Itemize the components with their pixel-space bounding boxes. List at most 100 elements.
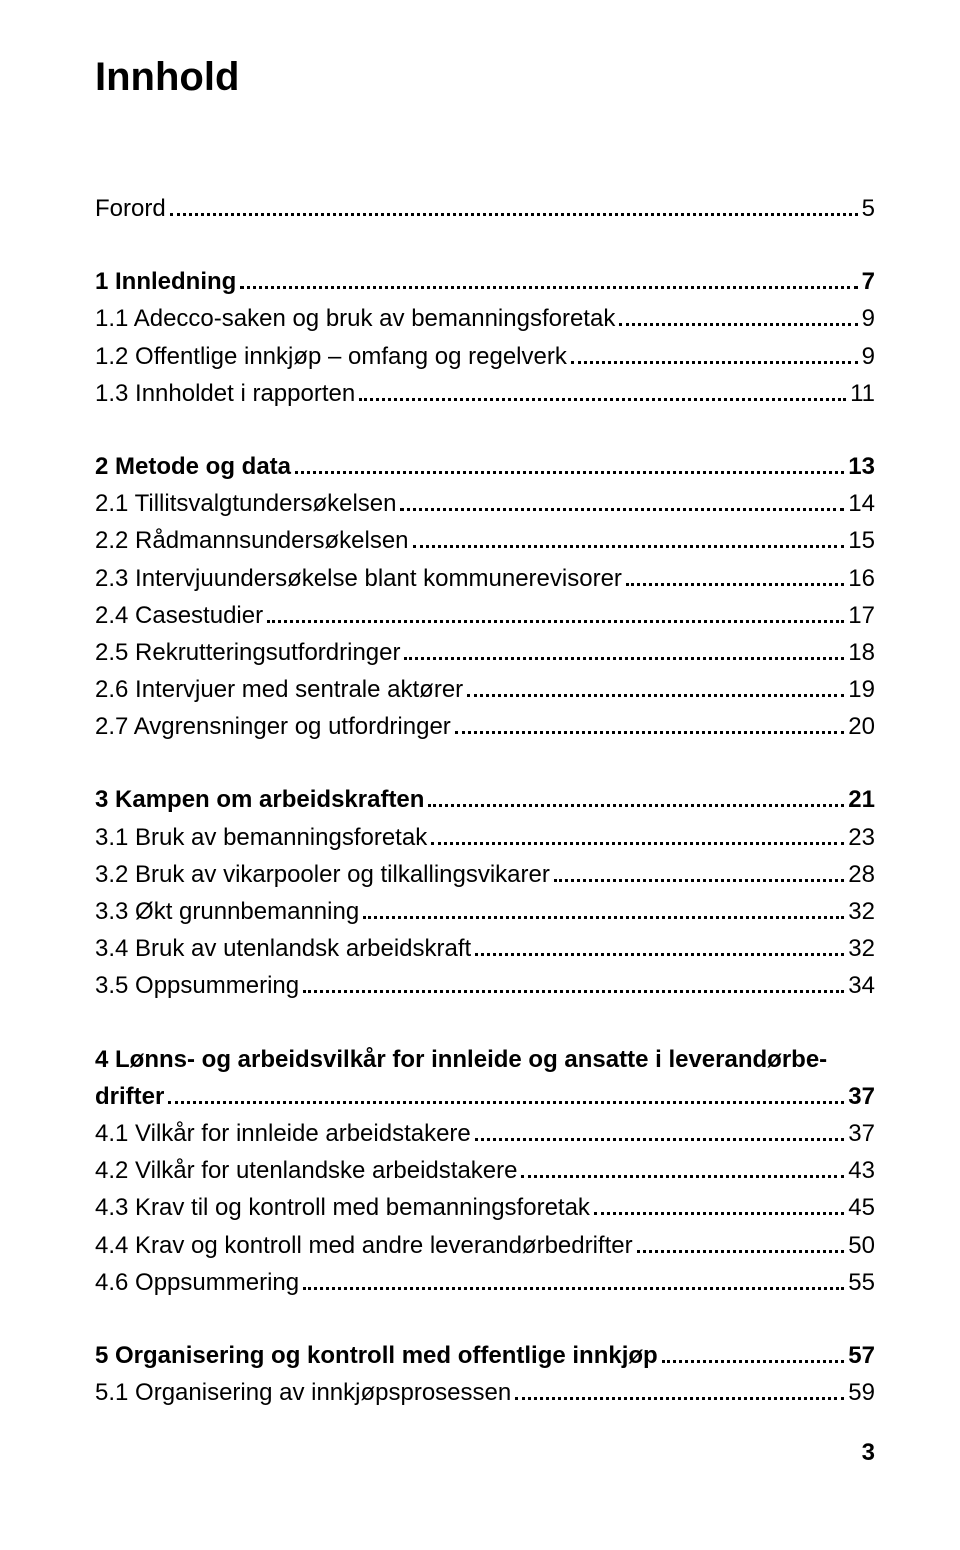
toc-entry-page: 32 — [848, 893, 875, 930]
leader-dots — [359, 398, 846, 401]
section-gap — [95, 1005, 875, 1041]
leader-dots — [363, 916, 844, 919]
toc-entry-label: 1.3 Innholdet i rapporten — [95, 375, 355, 412]
toc-entry-label: 2.6 Intervjuer med sentrale aktører — [95, 671, 463, 708]
toc-entry-page: 55 — [848, 1264, 875, 1301]
toc-entry-label: 3.2 Bruk av vikarpooler og tilkallingsvi… — [95, 856, 550, 893]
toc-entry-label: 1.2 Offentlige innkjøp – omfang og regel… — [95, 338, 567, 375]
leader-dots — [475, 1138, 845, 1141]
toc-entry-label: 4.1 Vilkår for innleide arbeidstakere — [95, 1115, 471, 1152]
toc-entry-line2: drifter37 — [95, 1078, 875, 1115]
toc-entry-label: 4.6 Oppsummering — [95, 1264, 299, 1301]
toc-entry-label: 2.7 Avgrensninger og utfordringer — [95, 708, 451, 745]
toc-entry-page: 57 — [848, 1337, 875, 1374]
leader-dots — [554, 879, 844, 882]
toc-entry-label: 4.4 Krav og kontroll med andre leverandø… — [95, 1227, 633, 1264]
toc-entry: 4.4 Krav og kontroll med andre leverandø… — [95, 1227, 875, 1264]
toc-entry-label: 2.3 Intervjuundersøkelse blant kommunere… — [95, 560, 622, 597]
toc-entry-page: 43 — [848, 1152, 875, 1189]
toc-entry-label: 5.1 Organisering av innkjøpsprosessen — [95, 1374, 511, 1411]
toc-entry-page: 21 — [848, 781, 875, 818]
toc-entry: 1.3 Innholdet i rapporten 11 — [95, 375, 875, 412]
toc-entry-page: 9 — [862, 300, 875, 337]
toc-entry-page: 59 — [848, 1374, 875, 1411]
toc-entry-label: 2.2 Rådmannsundersøkelsen — [95, 522, 409, 559]
toc-entry: 2.7 Avgrensninger og utfordringer 20 — [95, 708, 875, 745]
leader-dots — [619, 323, 857, 326]
toc-entry: 2.6 Intervjuer med sentrale aktører 19 — [95, 671, 875, 708]
leader-dots — [637, 1250, 845, 1253]
toc-entry-label: 4.2 Vilkår for utenlandske arbeidstakere — [95, 1152, 517, 1189]
toc-entry-label-line2: drifter — [95, 1078, 164, 1115]
toc-entry-page: 19 — [848, 671, 875, 708]
toc-entry-label: 2.1 Tillitsvalgtundersøkelsen — [95, 485, 396, 522]
leader-dots — [400, 508, 844, 511]
toc-entry: 2 Metode og data 13 — [95, 448, 875, 485]
toc-entry-page: 13 — [848, 448, 875, 485]
section-gap — [95, 227, 875, 263]
toc-entry-page: 14 — [848, 485, 875, 522]
page: Innhold Forord5 1 Innledning71.1 Adecco-s… — [0, 0, 960, 1497]
toc-entry-page: 50 — [848, 1227, 875, 1264]
toc-entry: Forord5 — [95, 190, 875, 227]
toc-entry-page: 15 — [848, 522, 875, 559]
toc-entry: 2.2 Rådmannsundersøkelsen 15 — [95, 522, 875, 559]
toc-entry: 4 Lønns- og arbeidsvilkår for innleide o… — [95, 1041, 875, 1115]
leader-dots — [404, 657, 844, 660]
toc-entry-label: 3.5 Oppsummering — [95, 967, 299, 1004]
toc-entry-page: 37 — [848, 1115, 875, 1152]
leader-dots — [594, 1212, 844, 1215]
toc-entry-page: 28 — [848, 856, 875, 893]
toc-entry-label: 2.5 Rekrutteringsutfordringer — [95, 634, 400, 671]
leader-dots — [515, 1397, 844, 1400]
toc-entry-page: 23 — [848, 819, 875, 856]
toc-entry: 4.6 Oppsummering 55 — [95, 1264, 875, 1301]
leader-dots — [662, 1360, 845, 1363]
leader-dots — [475, 953, 844, 956]
toc-entry: 2.3 Intervjuundersøkelse blant kommunere… — [95, 560, 875, 597]
toc-entry-page: 32 — [848, 930, 875, 967]
toc-entry: 2.4 Casestudier 17 — [95, 597, 875, 634]
leader-dots — [170, 213, 858, 216]
leader-dots — [295, 471, 844, 474]
toc-entry-label-line1: 4 Lønns- og arbeidsvilkår for innleide o… — [95, 1041, 875, 1078]
toc-entry: 2.5 Rekrutteringsutfordringer18 — [95, 634, 875, 671]
page-number: 3 — [95, 1439, 875, 1467]
table-of-contents: Forord5 1 Innledning71.1 Adecco-saken og … — [95, 190, 875, 1411]
leader-dots — [431, 842, 844, 845]
toc-entry-page: 11 — [850, 375, 875, 412]
toc-entry: 5 Organisering og kontroll med offentlig… — [95, 1337, 875, 1374]
toc-entry: 3.5 Oppsummering 34 — [95, 967, 875, 1004]
toc-entry: 1.1 Adecco-saken og bruk av bemanningsfo… — [95, 300, 875, 337]
page-title: Innhold — [95, 55, 875, 100]
toc-entry-page: 45 — [848, 1189, 875, 1226]
leader-dots — [455, 731, 845, 734]
toc-entry-label: 3.4 Bruk av utenlandsk arbeidskraft — [95, 930, 471, 967]
toc-entry: 3.1 Bruk av bemanningsforetak 23 — [95, 819, 875, 856]
toc-entry: 4.1 Vilkår for innleide arbeidstakere 37 — [95, 1115, 875, 1152]
leader-dots — [303, 1287, 844, 1290]
toc-entry-label: 3.3 Økt grunnbemanning — [95, 893, 359, 930]
toc-entry-label: 4.3 Krav til og kontroll med bemanningsf… — [95, 1189, 590, 1226]
toc-entry-label: 3 Kampen om arbeidskraften — [95, 781, 424, 818]
toc-entry-page: 20 — [848, 708, 875, 745]
toc-entry: 3.3 Økt grunnbemanning 32 — [95, 893, 875, 930]
toc-entry: 1.2 Offentlige innkjøp – omfang og regel… — [95, 338, 875, 375]
section-gap — [95, 745, 875, 781]
toc-entry-label: 3.1 Bruk av bemanningsforetak — [95, 819, 427, 856]
toc-entry: 1 Innledning7 — [95, 263, 875, 300]
toc-entry-label: 2.4 Casestudier — [95, 597, 263, 634]
toc-entry-label: 2 Metode og data — [95, 448, 291, 485]
leader-dots — [413, 545, 845, 548]
toc-entry-page: 34 — [848, 967, 875, 1004]
toc-entry-label: Forord — [95, 190, 166, 227]
toc-entry: 3.2 Bruk av vikarpooler og tilkallingsvi… — [95, 856, 875, 893]
toc-entry: 4.2 Vilkår for utenlandske arbeidstakere… — [95, 1152, 875, 1189]
toc-entry-label: 1 Innledning — [95, 263, 236, 300]
toc-entry-page: 17 — [848, 597, 875, 634]
toc-entry: 5.1 Organisering av innkjøpsprosessen 59 — [95, 1374, 875, 1411]
toc-entry: 4.3 Krav til og kontroll med bemanningsf… — [95, 1189, 875, 1226]
toc-entry-page: 16 — [848, 560, 875, 597]
toc-entry: 3.4 Bruk av utenlandsk arbeidskraft 32 — [95, 930, 875, 967]
leader-dots — [303, 990, 844, 993]
